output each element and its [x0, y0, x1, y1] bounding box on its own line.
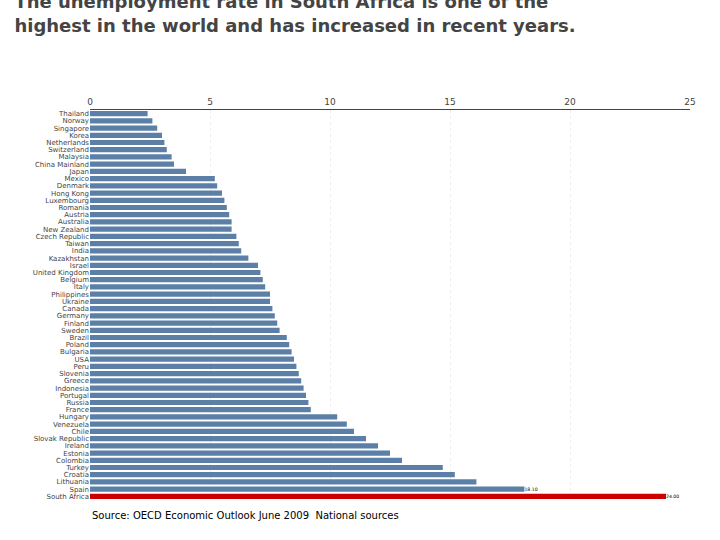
svg-text:Turkey: Turkey: [65, 464, 89, 472]
svg-text:China Mainland: China Mainland: [35, 161, 89, 169]
svg-text:Hong Kong: Hong Kong: [51, 190, 89, 198]
svg-text:Russia: Russia: [66, 399, 89, 407]
svg-text:Korea: Korea: [69, 132, 89, 140]
svg-text:18.10: 18.10: [524, 487, 537, 492]
svg-text:USA: USA: [75, 356, 90, 364]
svg-text:Australia: Australia: [58, 218, 89, 226]
svg-text:Switzerland: Switzerland: [48, 146, 89, 154]
svg-text:Denmark: Denmark: [57, 182, 90, 190]
svg-text:Spain: Spain: [69, 486, 89, 494]
svg-text:Belgium: Belgium: [60, 276, 89, 284]
svg-text:South Africa: South Africa: [46, 493, 89, 501]
svg-text:Luxembourg: Luxembourg: [45, 197, 89, 205]
svg-text:Mexico: Mexico: [65, 175, 89, 183]
svg-text:Norway: Norway: [62, 117, 89, 125]
svg-text:Thailand: Thailand: [58, 110, 89, 118]
svg-text:Singapore: Singapore: [54, 125, 89, 133]
svg-text:Ukraine: Ukraine: [62, 298, 89, 306]
svg-text:France: France: [66, 406, 89, 414]
svg-text:The unemployment rate in South: The unemployment rate in South Africa is…: [14, 0, 575, 36]
svg-text:Greece: Greece: [64, 377, 89, 385]
svg-text:Kazakhstan: Kazakhstan: [49, 255, 89, 263]
svg-text:Portugal: Portugal: [60, 392, 89, 400]
svg-text:Israel: Israel: [70, 262, 89, 270]
svg-text:India: India: [72, 247, 89, 255]
svg-text:Slovak Republic: Slovak Republic: [34, 435, 89, 443]
svg-text:Colombia: Colombia: [56, 457, 89, 465]
svg-text:Taiwan: Taiwan: [64, 240, 89, 248]
svg-text:Estonia: Estonia: [63, 450, 89, 458]
svg-text:Chile: Chile: [71, 428, 89, 436]
svg-text:10: 10: [324, 97, 336, 107]
svg-text:Germany: Germany: [57, 312, 89, 320]
svg-text:Canada: Canada: [62, 305, 89, 313]
svg-text:Poland: Poland: [66, 341, 89, 349]
svg-text:Austria: Austria: [64, 211, 89, 219]
svg-text:24.00: 24.00: [666, 494, 679, 499]
svg-text:Indonesia: Indonesia: [55, 385, 89, 393]
svg-text:Ireland: Ireland: [65, 442, 89, 450]
svg-text:Netherlands: Netherlands: [46, 139, 89, 147]
svg-text:Source: OECD Economic Outlook: Source: OECD Economic Outlook June 2009 …: [92, 510, 399, 521]
svg-text:New Zealand: New Zealand: [43, 226, 89, 234]
svg-text:Slovenia: Slovenia: [59, 370, 89, 378]
svg-text:25: 25: [684, 97, 695, 107]
svg-text:Bulgaria: Bulgaria: [60, 348, 89, 356]
svg-text:Sweden: Sweden: [61, 327, 89, 335]
svg-text:Hungary: Hungary: [59, 413, 89, 421]
svg-text:Czech Republic: Czech Republic: [36, 233, 89, 241]
svg-text:Malaysia: Malaysia: [58, 153, 89, 161]
svg-text:United Kingdom: United Kingdom: [33, 269, 89, 277]
svg-text:5: 5: [207, 97, 213, 107]
svg-text:Lithuania: Lithuania: [57, 478, 89, 486]
svg-text:Venezuela: Venezuela: [53, 421, 89, 429]
svg-text:Italy: Italy: [74, 283, 89, 291]
svg-text:Brazil: Brazil: [69, 334, 89, 342]
svg-text:Finland: Finland: [64, 320, 89, 328]
svg-text:Japan: Japan: [68, 168, 89, 176]
svg-text:Peru: Peru: [73, 363, 89, 371]
svg-text:20: 20: [564, 97, 576, 107]
svg-text:Philippines: Philippines: [51, 291, 89, 299]
svg-text:Romania: Romania: [58, 204, 89, 212]
svg-text:15: 15: [444, 97, 455, 107]
svg-text:0: 0: [87, 97, 93, 107]
svg-text:Croatia: Croatia: [64, 471, 89, 479]
